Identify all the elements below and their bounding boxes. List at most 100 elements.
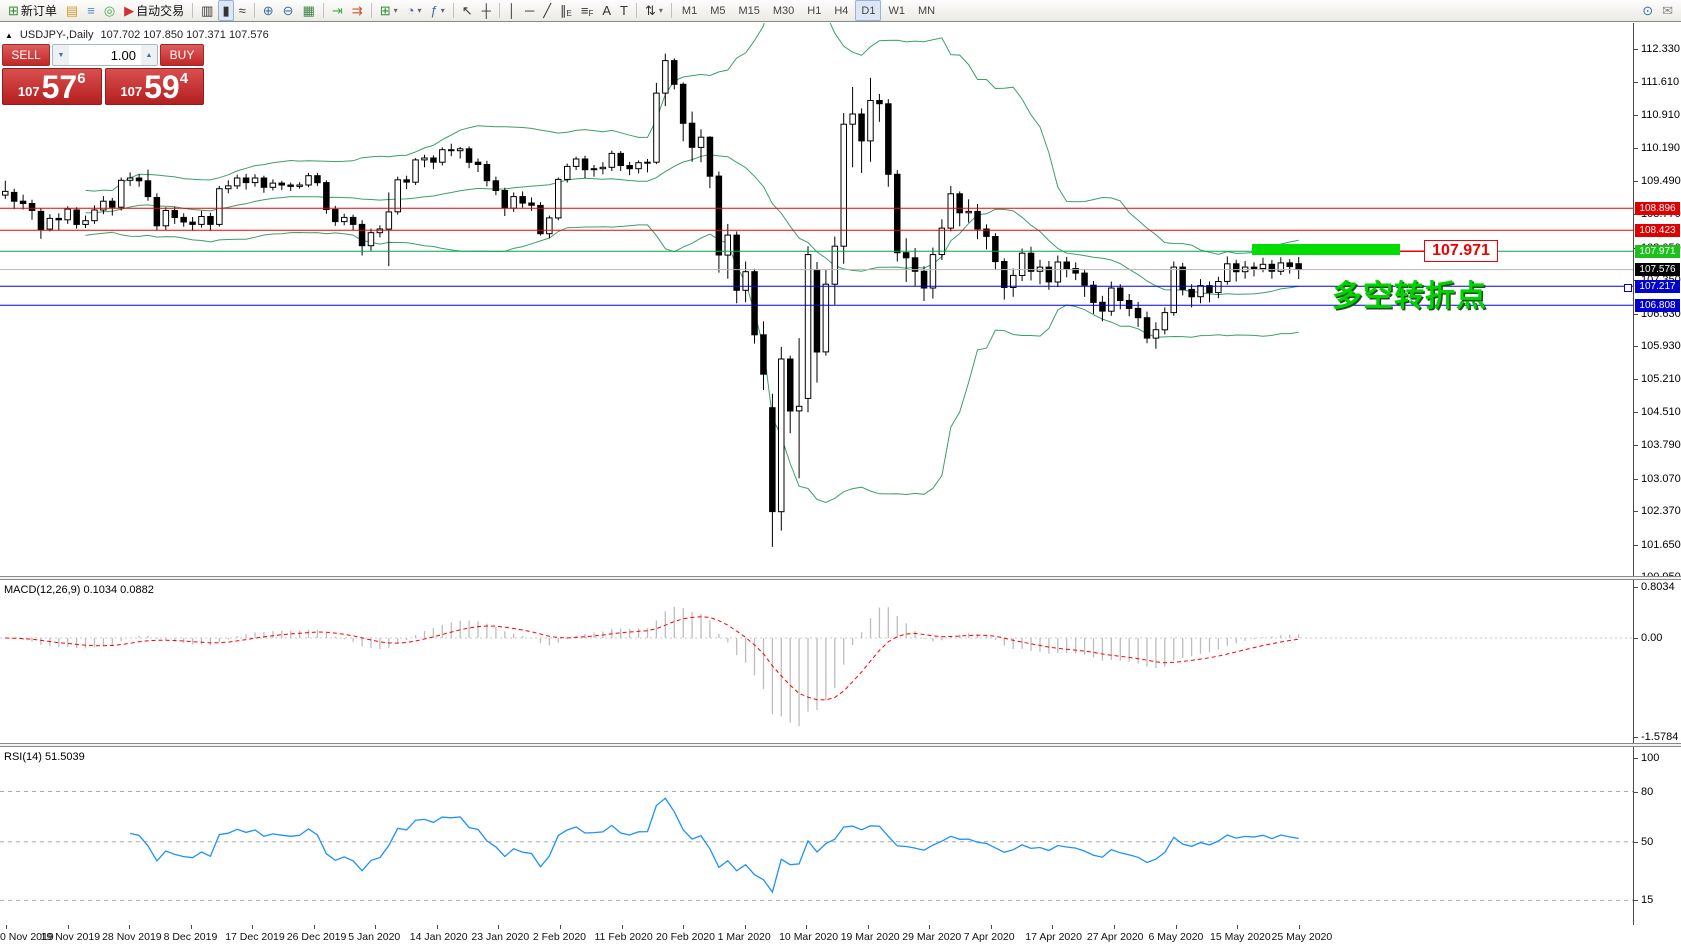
hline-drag-handle[interactable] (1624, 284, 1632, 292)
timeframe-M5[interactable]: M5 (710, 4, 726, 17)
candle-body (929, 254, 937, 289)
auto-scroll-button[interactable]: ⇉ (348, 0, 367, 21)
candle-body (198, 216, 205, 225)
ohlc-values: 107.702 107.850 107.371 107.576 (100, 29, 269, 41)
candlestick-chart-button[interactable]: ▮ (218, 0, 234, 21)
sell-button[interactable]: SELL (2, 44, 50, 66)
timeframe-M1[interactable]: M1 (681, 4, 698, 17)
timeframe-D1[interactable]: D1 (855, 0, 882, 21)
candle-body (974, 210, 981, 230)
timeframe-M15[interactable]: M15 (738, 4, 760, 17)
candle-body (37, 210, 45, 231)
channel-button[interactable]: ∥ E (556, 0, 576, 21)
text-icon: A (602, 3, 612, 18)
rsi-line (129, 797, 1299, 894)
pane-divider[interactable] (0, 743, 1681, 747)
period-button[interactable]: ◔ ▾ (403, 0, 426, 21)
pane-divider[interactable] (0, 576, 1681, 580)
candle-body (911, 257, 919, 272)
rsi-tick-label: 80 (1641, 785, 1654, 798)
price-tick-label: 105.930 (1641, 340, 1681, 352)
chart-shift-button[interactable]: ⇥ (328, 0, 347, 21)
tile-windows-button[interactable]: ▦ (299, 0, 319, 21)
zoom-out-button[interactable]: ⊖ (279, 0, 298, 21)
text-label-button[interactable]: T (616, 0, 632, 21)
price-tick-label: 105.210 (1641, 373, 1681, 386)
price-tick-label: 101.650 (1641, 538, 1681, 551)
candle-body (207, 216, 214, 225)
candle-body (1010, 274, 1017, 288)
candle-body (858, 113, 865, 142)
timeframe-W1[interactable]: W1 (888, 4, 905, 17)
fibonacci-button[interactable]: ≡ F (577, 0, 597, 21)
price-tick-dash (1634, 180, 1638, 182)
buy-button[interactable]: BUY (160, 44, 204, 66)
timeframe-M30[interactable]: M30 (772, 4, 795, 17)
candle-body (778, 358, 785, 513)
navigator-button[interactable]: ◎ (100, 0, 119, 21)
chat-button[interactable]: ✉ (1658, 0, 1677, 21)
buy-price-point: 4 (179, 70, 189, 87)
timeframe-H1[interactable]: H1 (807, 4, 822, 17)
date-label: 11 Feb 2020 (594, 931, 653, 943)
crosshair-icon: ┼ (481, 3, 491, 18)
macd-tick-label: -1.5784 (1641, 731, 1679, 744)
candle-body (822, 283, 830, 353)
macd-pane[interactable] (0, 580, 1633, 743)
rsi-pane[interactable] (0, 747, 1633, 925)
chat-icon: ✉ (1662, 3, 1673, 18)
down-arrow-icon: ▼ (57, 51, 65, 59)
chinese-annotation[interactable]: 多空转折点 (1332, 279, 1487, 314)
market-watch-button[interactable]: ▤ (62, 0, 82, 21)
candle-body (769, 407, 776, 513)
price-badge-106.808: 106.808 (1635, 298, 1680, 312)
main-chart-pane[interactable] (0, 23, 1633, 576)
buy-price-button[interactable]: 107 59 4 (104, 68, 204, 105)
line-chart-button[interactable]: ≈ (235, 0, 250, 21)
price-axis[interactable]: 112.330111.610110.910110.190109.490108.7… (1633, 23, 1681, 925)
cursor-button[interactable]: ↖ (458, 0, 477, 21)
volume-stepper: ▼ ▲ (52, 44, 158, 66)
candle-body (1224, 263, 1231, 282)
volume-increase-button[interactable]: ▲ (141, 45, 157, 65)
candle-body (760, 334, 767, 375)
price-tick-dash (1634, 511, 1638, 513)
crosshair-button[interactable]: ┼ (478, 0, 495, 21)
search-button[interactable]: ⊙ (1638, 0, 1657, 21)
bar-chart-button[interactable]: ▥ (197, 0, 217, 21)
price-callout[interactable]: 107.971 (1424, 240, 1498, 262)
arrows-button[interactable]: ⇅ ▾ (641, 0, 667, 21)
new-template-button[interactable]: ⊞ ▾ (376, 0, 402, 21)
candle-body (581, 158, 589, 171)
price-tick-dash (1634, 82, 1638, 84)
new-order-button[interactable]: ⊞ 新订单 (4, 0, 61, 21)
timeframe-MN[interactable]: MN (917, 4, 936, 17)
trade-panel-controls: SELL ▼ ▲ BUY (2, 44, 204, 66)
price-tick-dash (1634, 544, 1638, 546)
date-tick (498, 925, 500, 929)
trendline-button[interactable]: ╱ (539, 0, 555, 21)
candle-body (510, 196, 517, 209)
vertical-line-button[interactable]: │ (504, 0, 520, 21)
sell-price-button[interactable]: 107 57 6 (2, 68, 102, 105)
text-button[interactable]: A (598, 0, 615, 21)
volume-input[interactable] (69, 45, 141, 65)
volume-decrease-button[interactable]: ▼ (53, 45, 69, 65)
timeframe-H4[interactable]: H4 (834, 4, 849, 17)
data-window-button[interactable]: ≡ (83, 0, 99, 21)
candle-body (528, 202, 535, 206)
candle-body (2, 190, 9, 196)
indicators-icon: ƒ (430, 3, 438, 18)
candle-body (1018, 252, 1026, 276)
time-axis[interactable]: 0 Nov 2019 19 Nov 2019 28 Nov 2019 8 Dec 20… (0, 925, 1633, 945)
new-order-icon: ⊞ (8, 3, 19, 18)
macd-indicator-name: MACD(12,26,9) (4, 584, 81, 596)
rsi-indicator-name: RSI(14) (4, 751, 42, 763)
zoom-in-button[interactable]: ⊕ (259, 0, 278, 21)
indicators-button[interactable]: ƒ ▾ (426, 0, 448, 21)
auto-trading-button[interactable]: ▶ 自动交易 (120, 0, 188, 21)
horizontal-line-button[interactable]: ─ (521, 0, 538, 21)
candle-body (885, 103, 892, 175)
symbol-collapse-icon[interactable]: ▲ (5, 30, 13, 40)
